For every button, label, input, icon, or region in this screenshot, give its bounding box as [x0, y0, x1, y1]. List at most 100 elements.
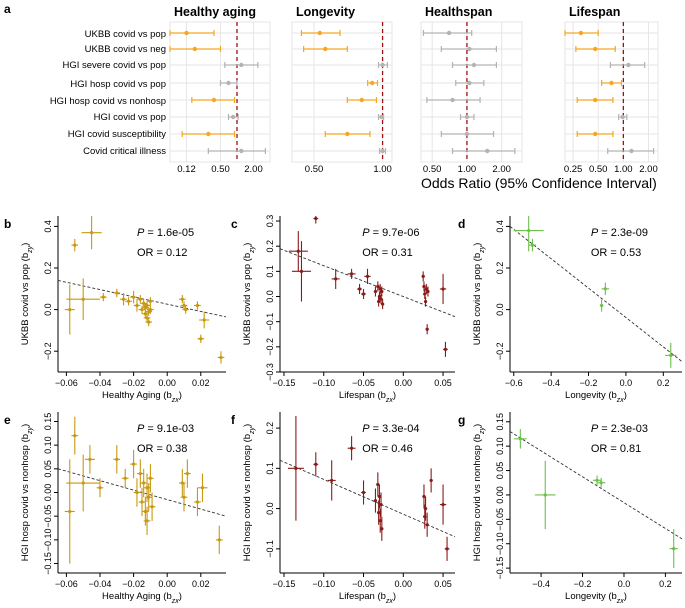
forest-tick-label: 0.12: [177, 164, 196, 175]
data-point: [132, 295, 136, 299]
x-axis-label: Longevity (bzx): [565, 390, 627, 404]
data-point: [334, 277, 338, 281]
data-point: [423, 507, 428, 511]
data-point: [365, 274, 370, 278]
data-point: [195, 303, 200, 308]
forest-row-label: HGI severe covid vs pop: [63, 60, 167, 71]
regression-line: [279, 459, 456, 538]
y-tick-label: 0.1: [265, 265, 275, 278]
y-tick-label: 0.2: [265, 422, 275, 435]
forest-tick-label: 0.50: [305, 164, 324, 175]
data-point: [147, 320, 151, 324]
forest-point: [380, 62, 385, 68]
forest-point: [239, 62, 244, 68]
data-point: [132, 462, 136, 466]
forest-point: [450, 97, 455, 103]
forest-row-label: UKBB covid vs pop: [85, 29, 166, 40]
forest-point: [226, 80, 231, 86]
data-point: [115, 457, 119, 461]
data-point: [182, 495, 186, 499]
x-tick-label: −0.15: [273, 579, 296, 589]
forest-point: [192, 46, 197, 52]
data-point: [180, 481, 184, 485]
panel-letter-d: d: [458, 217, 465, 231]
data-point: [138, 471, 142, 476]
x-axis-label: Lifespan (bzx): [339, 390, 396, 404]
x-tick-label: −0.10: [312, 378, 335, 388]
forest-plot-a1: 0.12 0.50 2.00 Healthy aging: [169, 5, 271, 175]
y-tick-label: 0.2: [43, 262, 53, 275]
y-tick-label: −0.2: [495, 342, 505, 360]
data-point: [349, 446, 354, 450]
regression-line: [509, 226, 683, 362]
forest-plot-area: [420, 21, 523, 163]
data-point: [90, 231, 94, 235]
data-point: [81, 297, 85, 301]
forest-point: [345, 131, 350, 137]
y-axis-label: UKBB covid vs pop (bzy): [20, 243, 34, 346]
forest-point: [323, 46, 328, 52]
y-tick-label: 0.4: [495, 220, 505, 233]
x-axis-label: Lifespan (bzx): [339, 591, 396, 605]
y-tick-label: 0.3: [265, 215, 275, 228]
data-point: [379, 502, 383, 507]
forest-point: [629, 148, 634, 154]
odds-ratio-label: OR = 0.12: [137, 247, 187, 259]
x-tick-label: −0.04: [89, 378, 112, 388]
forest-tick-label: 0.25: [564, 164, 583, 175]
forest-point: [620, 114, 625, 120]
y-tick-label: 0.2: [265, 240, 275, 253]
data-point: [441, 502, 445, 507]
data-point: [148, 299, 152, 303]
y-tick-label: 0.1: [265, 462, 275, 475]
y-tick-label: −0.15: [495, 557, 505, 580]
x-tick-label: 0.0: [620, 378, 633, 388]
data-point: [180, 297, 184, 301]
data-point: [68, 308, 72, 312]
forest-point: [230, 114, 236, 120]
forest-tick-label: 2.00: [639, 164, 658, 175]
y-tick-label: −0.1: [265, 313, 275, 331]
data-point: [379, 297, 383, 301]
x-tick-label: 0.05: [434, 378, 452, 388]
data-point: [184, 308, 188, 312]
forest-x-axis-label: Odds Ratio (95% Confidence Interval): [421, 175, 657, 191]
forest-point: [467, 80, 472, 86]
forest-row-label: HGI hosp covid vs nonhosp: [50, 96, 166, 107]
data-point: [98, 486, 102, 490]
forest-tick-label: 1.00: [458, 164, 477, 175]
panel-letter-f: f: [231, 413, 236, 427]
data-point: [217, 538, 221, 542]
scatter-plot-c: −0.15 −0.10 −0.05 0.00 0.05 −0.3 −0.2 −0.1 0.0 0.…: [242, 215, 456, 404]
data-point: [378, 287, 382, 291]
forest-point: [464, 131, 470, 137]
forest-plot-a3: 0.50 1.00 2.00 Healthspan: [420, 5, 523, 175]
data-point: [376, 284, 380, 289]
data-point: [81, 481, 85, 485]
forest-point: [317, 30, 323, 36]
odds-ratio-label: OR = 0.38: [137, 443, 187, 455]
x-tick-label: −0.2: [574, 579, 592, 589]
data-point: [349, 272, 354, 276]
data-point: [441, 287, 445, 291]
data-point: [219, 355, 223, 360]
scatter-plot-g: −0.4 −0.2 0.0 0.2 −0.15 −0.10−0.05 0.00 0.05 0.1…: [472, 412, 683, 605]
forest-point: [369, 80, 375, 86]
y-axis-label: HGI hosp covid vs nonhosp (bzy): [242, 424, 256, 561]
y-axis-label: HGI hosp covid vs nonhosp (bzy): [20, 424, 34, 561]
data-point: [143, 509, 147, 514]
y-tick-label: −0.10: [43, 528, 53, 551]
x-tick-label: −0.06: [55, 378, 78, 388]
x-tick-label: −0.02: [122, 579, 145, 589]
data-point: [195, 500, 200, 504]
data-point: [429, 478, 433, 483]
data-point: [445, 547, 449, 551]
data-point: [443, 347, 448, 351]
forest-point: [380, 148, 385, 154]
data-point: [145, 303, 149, 308]
data-point: [380, 527, 384, 531]
scatter-plot-b: −0.06 −0.04 −0.02 0.00 0.02 −0.2 0.0 0.2 0.4 Heal…: [20, 216, 227, 404]
data-point: [377, 511, 381, 515]
data-point: [373, 498, 378, 503]
data-point: [426, 289, 430, 294]
